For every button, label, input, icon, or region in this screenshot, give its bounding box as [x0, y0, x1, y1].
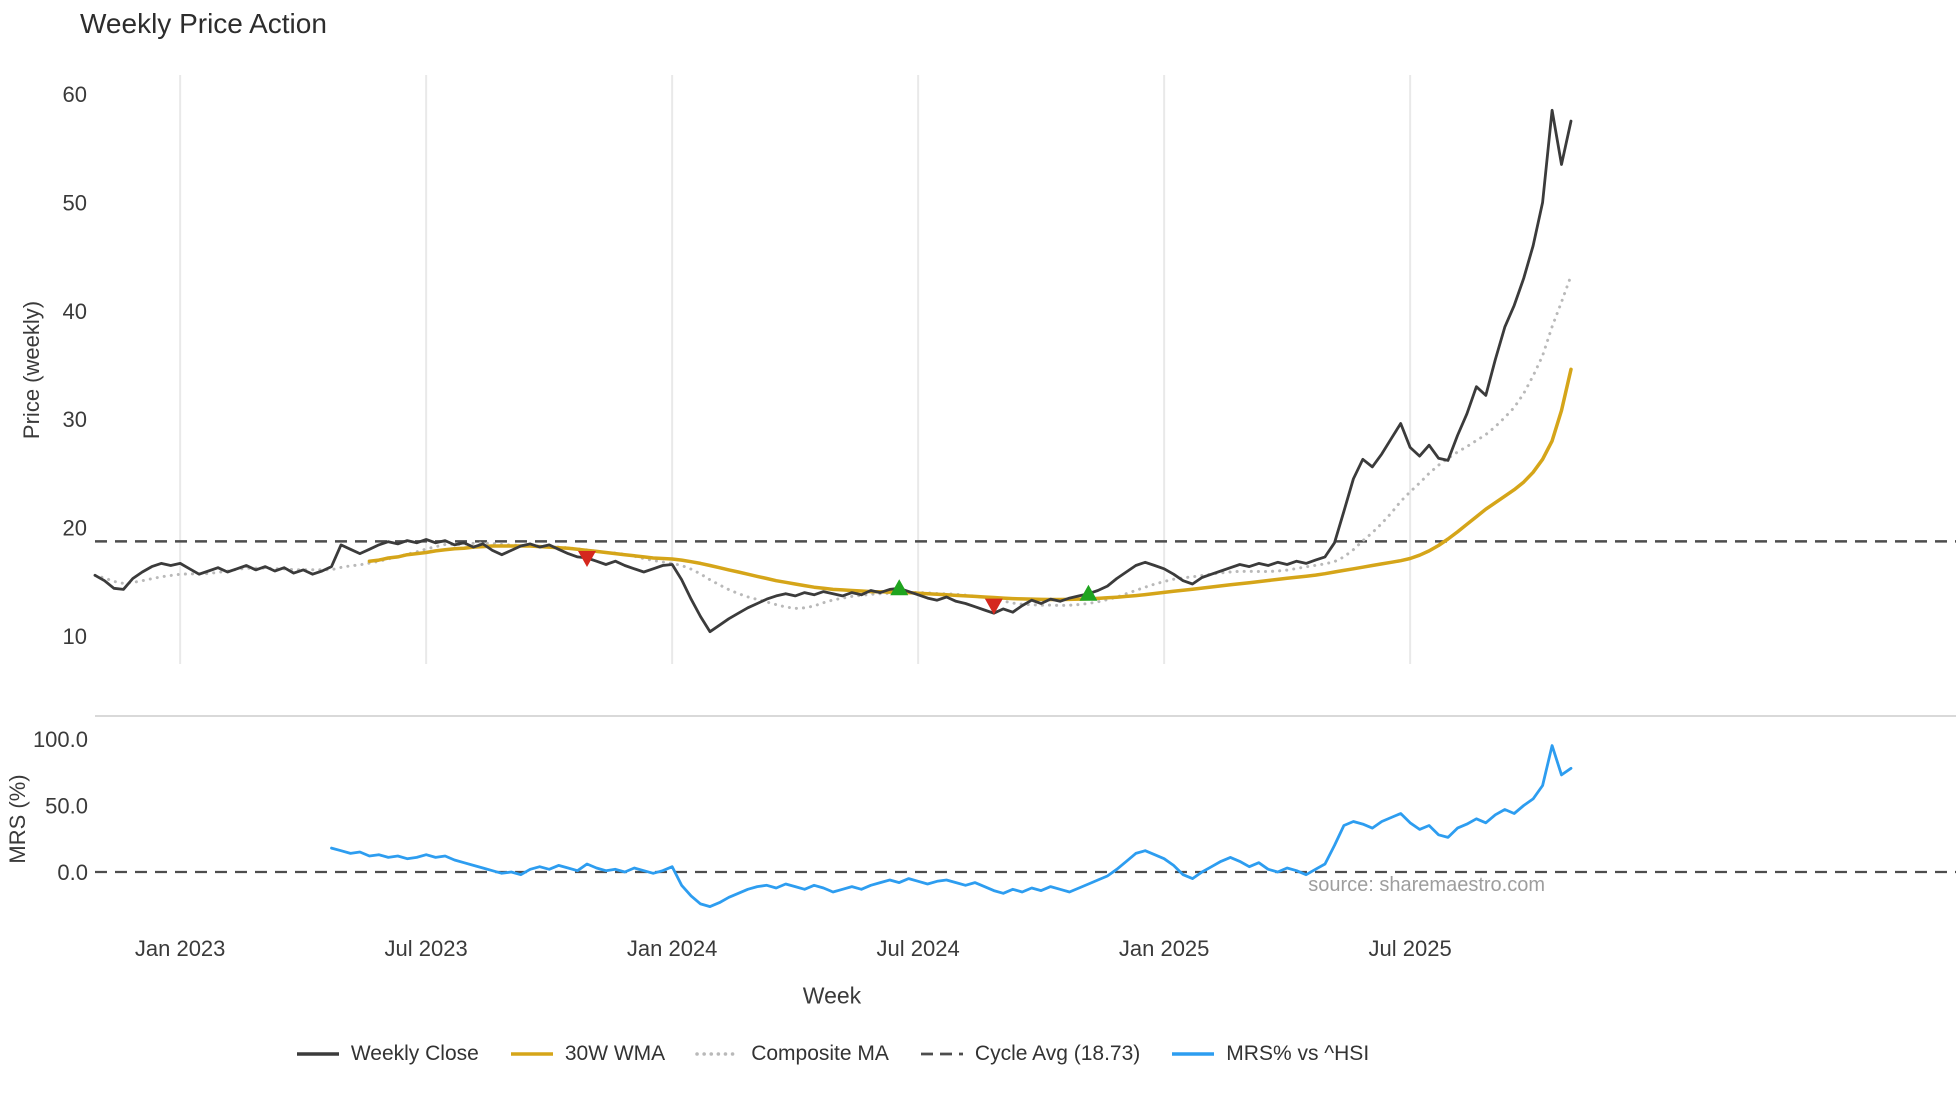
legend-swatch-line [296, 1052, 339, 1056]
price-ytick-label: 60 [63, 82, 87, 107]
x-tick-label: Jan 2023 [135, 936, 226, 961]
legend-swatch-line [695, 1052, 741, 1056]
legend-swatch-line [510, 1052, 553, 1056]
sell-signal-marker [984, 598, 1003, 615]
mrs-line [330, 744, 1573, 908]
legend-item: Composite MA [695, 1042, 889, 1066]
legend-label: Composite MA [751, 1042, 889, 1065]
legend-item: MRS% vs ^HSI [1170, 1042, 1369, 1066]
legend-label: Weekly Close [350, 1042, 479, 1065]
price-ytick-label: 10 [63, 624, 87, 649]
legend-item: Weekly Close [295, 1042, 479, 1066]
mrs-ytick-label: 50.0 [45, 794, 88, 819]
x-tick-label: Jul 2025 [1369, 936, 1452, 961]
legend-item: Cycle Avg (18.73) [919, 1042, 1140, 1066]
legend-label: MRS% vs ^HSI [1226, 1042, 1370, 1065]
x-tick-label: Jan 2025 [1119, 936, 1210, 961]
legend-item: 30W WMA [509, 1042, 665, 1066]
legend-label: 30W WMA [564, 1042, 666, 1065]
source-credit: source: sharemaestro.com [1308, 874, 1545, 896]
legend-label: Cycle Avg (18.73) [974, 1042, 1141, 1065]
x-tick-label: Jul 2024 [877, 936, 960, 961]
buy-signal-marker [890, 579, 909, 596]
sell-signal-marker [577, 550, 596, 567]
legend-swatch-line [920, 1052, 963, 1056]
wma-30w-line [367, 367, 1573, 602]
week-axis-label: Week [802, 982, 862, 1009]
legend-swatch-line [1172, 1052, 1215, 1056]
price-ytick-label: 50 [63, 190, 87, 215]
weekly-close-line [93, 108, 1573, 634]
mrs-ytick-label: 0.0 [57, 860, 88, 885]
x-tick-label: Jan 2024 [627, 936, 718, 961]
x-tick-label: Jul 2023 [385, 936, 468, 961]
buy-signal-marker [1079, 584, 1098, 601]
mrs-ytick-label: 100.0 [33, 727, 88, 752]
chart-title: Weekly Price Action [80, 8, 327, 39]
chart-legend: Weekly Close 30W WMA Composite MA Cycle Avg… [95, 1036, 1569, 1072]
price-ytick-label: 30 [63, 407, 87, 432]
price-ytick-label: 20 [63, 516, 87, 541]
composite-ma-line [93, 274, 1573, 610]
price-ytick-label: 40 [63, 299, 87, 324]
